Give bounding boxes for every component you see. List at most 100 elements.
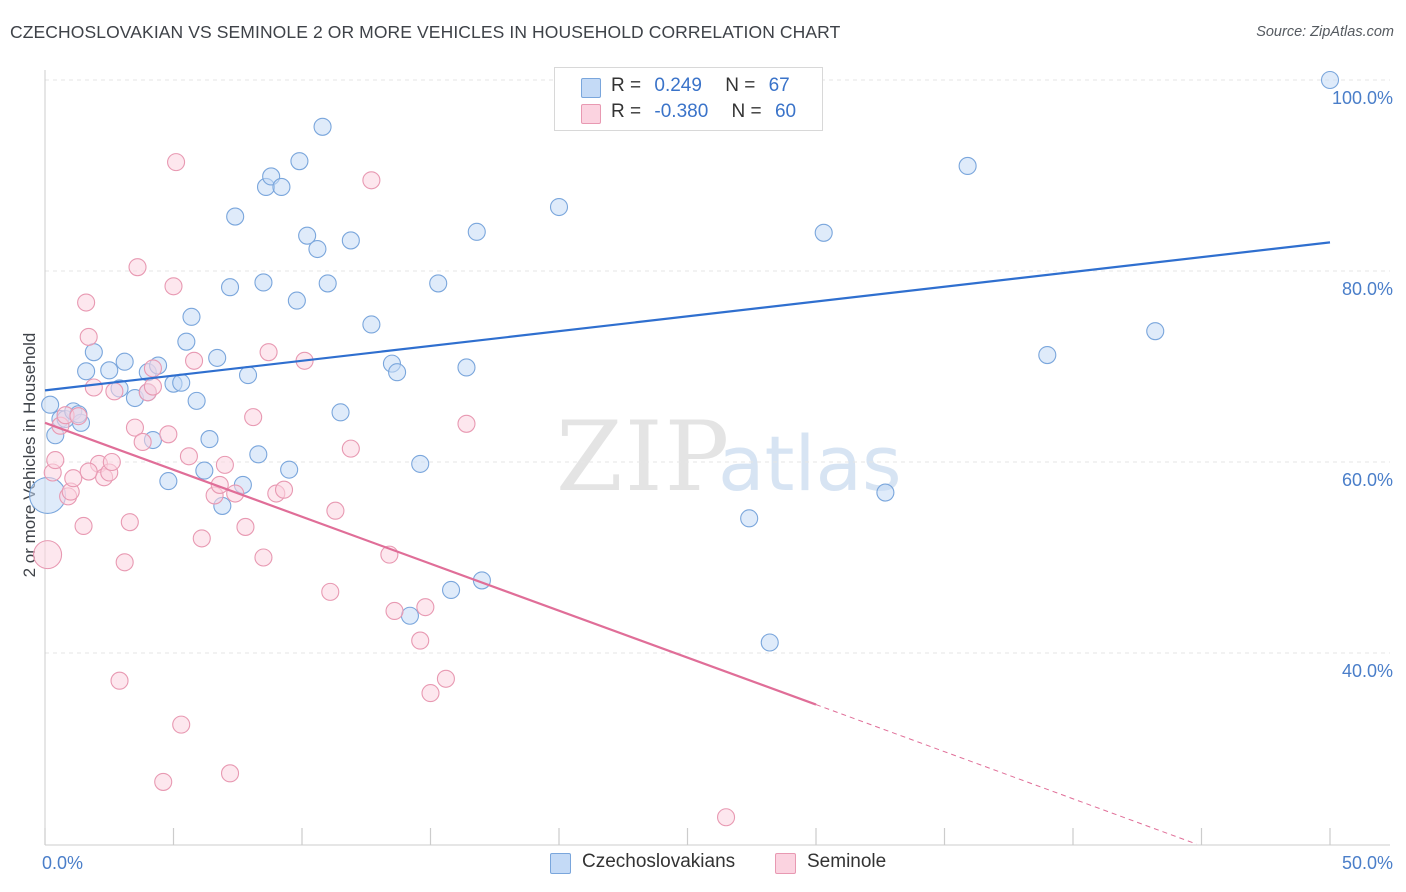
data-point: [341, 231, 360, 250]
data-point: [115, 352, 134, 371]
data-point: [179, 447, 198, 466]
data-point: [442, 580, 461, 600]
data-point: [215, 455, 234, 474]
trend-lines: [44, 241, 1331, 845]
data-point: [411, 631, 430, 650]
data-point: [388, 363, 407, 382]
data-point: [326, 501, 345, 520]
data-point: [436, 669, 455, 688]
grid-lines: [45, 79, 1390, 654]
data-point: [120, 513, 139, 532]
data-point: [740, 509, 759, 528]
data-point: [298, 226, 317, 245]
data-point: [341, 439, 360, 458]
data-point: [259, 343, 278, 362]
data-point: [79, 462, 98, 481]
legend-r-value: 0.249: [654, 75, 702, 96]
tick-labels: 40.0% 60.0% 80.0% 100.0% 0.0% 50.0%: [42, 88, 1393, 873]
legend-r-label: R =: [611, 101, 642, 122]
data-point: [958, 156, 977, 175]
data-point: [143, 359, 162, 378]
data-point: [313, 117, 332, 136]
data-point: [236, 517, 255, 536]
correlation-legend: R = 0.249 N = 67 R = -0.380 N = 60: [554, 67, 823, 131]
data-point: [159, 472, 178, 491]
series-czechoslovakians: [29, 70, 1340, 652]
data-point: [128, 258, 147, 277]
data-point: [318, 274, 337, 293]
data-point: [249, 445, 268, 464]
data-point: [125, 418, 144, 437]
watermark-zip: ZIP: [556, 401, 731, 513]
data-point: [46, 451, 65, 470]
legend-n-label: N =: [725, 75, 756, 96]
data-point: [115, 553, 134, 572]
data-point: [308, 239, 327, 259]
data-point: [200, 430, 219, 449]
data-point: [421, 684, 440, 703]
legend-swatch-blue: [581, 78, 601, 98]
data-point: [154, 772, 173, 791]
data-point: [195, 461, 214, 480]
series-seminole: [33, 153, 736, 827]
data-point: [79, 327, 98, 346]
data-point: [254, 273, 273, 292]
data-point: [280, 460, 299, 479]
bottom-legend-swatch-pink: [775, 853, 796, 874]
legend-n-value: 67: [768, 75, 790, 96]
data-point: [362, 315, 381, 334]
data-point: [254, 548, 273, 567]
watermark-atlas: atlas: [718, 419, 902, 508]
data-point: [74, 516, 93, 536]
legend-r-label: R =: [611, 75, 642, 96]
legend-n-value: 60: [774, 101, 797, 122]
axes: [44, 70, 1390, 846]
data-point: [64, 469, 83, 488]
data-point: [362, 171, 381, 190]
data-point: [1146, 322, 1165, 341]
data-point: [187, 391, 206, 410]
data-point: [102, 452, 121, 472]
source-note: Source: ZipAtlas.com: [1256, 24, 1394, 40]
data-point: [385, 601, 404, 621]
data-point: [143, 377, 162, 396]
data-point: [814, 223, 833, 242]
x-tick-label: 0.0%: [42, 853, 83, 873]
data-point: [457, 358, 476, 377]
data-point: [69, 407, 88, 426]
data-point: [467, 222, 486, 241]
data-point: [192, 529, 211, 548]
y-tick-label: 100.0%: [1332, 88, 1393, 108]
data-point: [133, 432, 152, 451]
trend-line-seminole: [44, 421, 817, 706]
data-point: [159, 425, 178, 444]
legend-r-value: -0.380: [654, 101, 709, 122]
x-tick-label: 50.0%: [1342, 853, 1393, 873]
data-point: [290, 152, 309, 171]
data-point: [760, 633, 779, 652]
data-point: [220, 764, 240, 783]
data-point: [33, 540, 63, 570]
data-points: [29, 70, 1340, 827]
data-point: [274, 480, 294, 499]
data-point: [400, 606, 419, 625]
data-point: [41, 395, 60, 414]
data-point: [172, 715, 191, 734]
data-point: [172, 373, 191, 392]
data-point: [416, 598, 435, 617]
data-point: [287, 291, 306, 310]
data-point: [100, 361, 119, 380]
data-point: [238, 366, 258, 385]
data-point: [185, 351, 204, 370]
y-tick-label: 80.0%: [1342, 279, 1393, 299]
data-point: [208, 348, 227, 367]
bottom-legend-label: Czechoslovakians: [582, 851, 736, 872]
legend-swatch-pink: [581, 104, 601, 124]
data-point: [77, 293, 96, 312]
data-point: [876, 483, 895, 502]
data-point: [220, 278, 240, 297]
data-point: [716, 808, 736, 827]
bottom-legend-swatch-blue: [550, 853, 571, 874]
data-point: [177, 332, 196, 351]
